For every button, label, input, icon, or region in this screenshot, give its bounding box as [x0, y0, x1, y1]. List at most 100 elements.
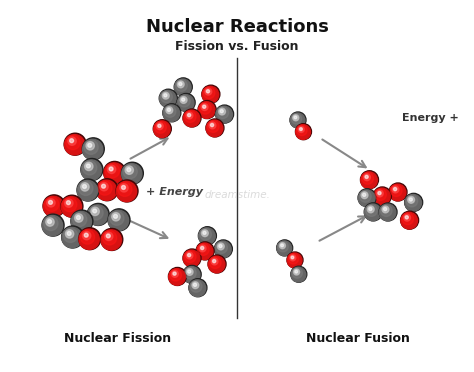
- Circle shape: [81, 160, 101, 180]
- Circle shape: [374, 188, 390, 205]
- Circle shape: [292, 268, 302, 278]
- Circle shape: [291, 256, 294, 259]
- Circle shape: [79, 181, 93, 196]
- Circle shape: [202, 105, 206, 108]
- Circle shape: [42, 215, 63, 236]
- Circle shape: [277, 241, 292, 256]
- Circle shape: [203, 231, 206, 234]
- Circle shape: [82, 138, 104, 160]
- Circle shape: [177, 81, 184, 88]
- Circle shape: [378, 192, 381, 195]
- Circle shape: [108, 209, 130, 231]
- Circle shape: [47, 199, 55, 207]
- Circle shape: [287, 253, 302, 268]
- Circle shape: [86, 164, 91, 168]
- Circle shape: [382, 206, 389, 213]
- Circle shape: [184, 267, 196, 279]
- Circle shape: [201, 230, 208, 237]
- Circle shape: [158, 124, 161, 128]
- Circle shape: [109, 167, 113, 171]
- Circle shape: [291, 266, 307, 282]
- Circle shape: [101, 184, 106, 188]
- Circle shape: [361, 192, 368, 199]
- Circle shape: [278, 241, 288, 252]
- Circle shape: [93, 209, 97, 213]
- Circle shape: [101, 230, 121, 250]
- Circle shape: [164, 94, 167, 97]
- Circle shape: [200, 102, 211, 114]
- Circle shape: [188, 270, 191, 273]
- Circle shape: [47, 219, 52, 224]
- Circle shape: [122, 164, 142, 184]
- Circle shape: [406, 195, 418, 207]
- Circle shape: [79, 228, 100, 250]
- Circle shape: [88, 205, 108, 225]
- Circle shape: [296, 125, 310, 140]
- Circle shape: [65, 230, 74, 238]
- Circle shape: [401, 211, 419, 229]
- Circle shape: [189, 280, 206, 296]
- Circle shape: [64, 133, 86, 155]
- Circle shape: [212, 260, 216, 263]
- Circle shape: [76, 215, 81, 219]
- Text: Fission vs. Fusion: Fission vs. Fusion: [175, 40, 299, 53]
- Circle shape: [174, 78, 192, 96]
- Circle shape: [408, 196, 415, 203]
- Circle shape: [84, 233, 88, 237]
- Circle shape: [376, 190, 383, 197]
- Circle shape: [167, 108, 171, 112]
- Circle shape: [62, 227, 82, 248]
- Circle shape: [160, 90, 176, 107]
- Circle shape: [364, 174, 370, 181]
- Circle shape: [62, 226, 83, 248]
- Circle shape: [210, 257, 221, 269]
- Circle shape: [154, 121, 170, 138]
- Circle shape: [290, 112, 306, 128]
- Circle shape: [82, 161, 97, 175]
- Circle shape: [389, 184, 406, 201]
- Circle shape: [217, 107, 228, 119]
- Circle shape: [105, 232, 113, 241]
- Circle shape: [216, 242, 228, 253]
- Circle shape: [198, 100, 216, 119]
- Circle shape: [161, 91, 173, 103]
- Circle shape: [199, 228, 215, 244]
- Circle shape: [168, 267, 186, 285]
- Circle shape: [290, 113, 305, 128]
- Circle shape: [61, 197, 82, 217]
- Circle shape: [162, 92, 169, 99]
- Circle shape: [214, 240, 232, 258]
- Circle shape: [358, 190, 375, 206]
- Circle shape: [43, 196, 64, 217]
- Circle shape: [205, 88, 212, 95]
- Circle shape: [216, 106, 232, 123]
- Circle shape: [196, 243, 213, 260]
- Circle shape: [379, 203, 397, 221]
- Circle shape: [220, 110, 223, 113]
- Circle shape: [393, 187, 397, 191]
- Circle shape: [116, 180, 138, 202]
- Circle shape: [67, 231, 71, 235]
- Circle shape: [196, 242, 214, 260]
- Circle shape: [287, 252, 303, 268]
- Circle shape: [203, 87, 215, 99]
- Text: Nuclear Fusion: Nuclear Fusion: [306, 332, 410, 345]
- Circle shape: [405, 193, 423, 211]
- Circle shape: [46, 218, 54, 226]
- Circle shape: [298, 126, 304, 132]
- Circle shape: [183, 267, 200, 283]
- Circle shape: [70, 139, 73, 143]
- Circle shape: [405, 195, 421, 211]
- Circle shape: [163, 105, 180, 122]
- Circle shape: [369, 207, 372, 211]
- Circle shape: [121, 186, 126, 189]
- Circle shape: [380, 205, 392, 217]
- Circle shape: [100, 183, 108, 191]
- Circle shape: [183, 109, 201, 127]
- Circle shape: [68, 137, 76, 145]
- Circle shape: [295, 124, 311, 140]
- Circle shape: [184, 251, 196, 263]
- Circle shape: [77, 179, 99, 201]
- Text: dreamstime.: dreamstime.: [204, 190, 270, 200]
- Circle shape: [358, 189, 376, 207]
